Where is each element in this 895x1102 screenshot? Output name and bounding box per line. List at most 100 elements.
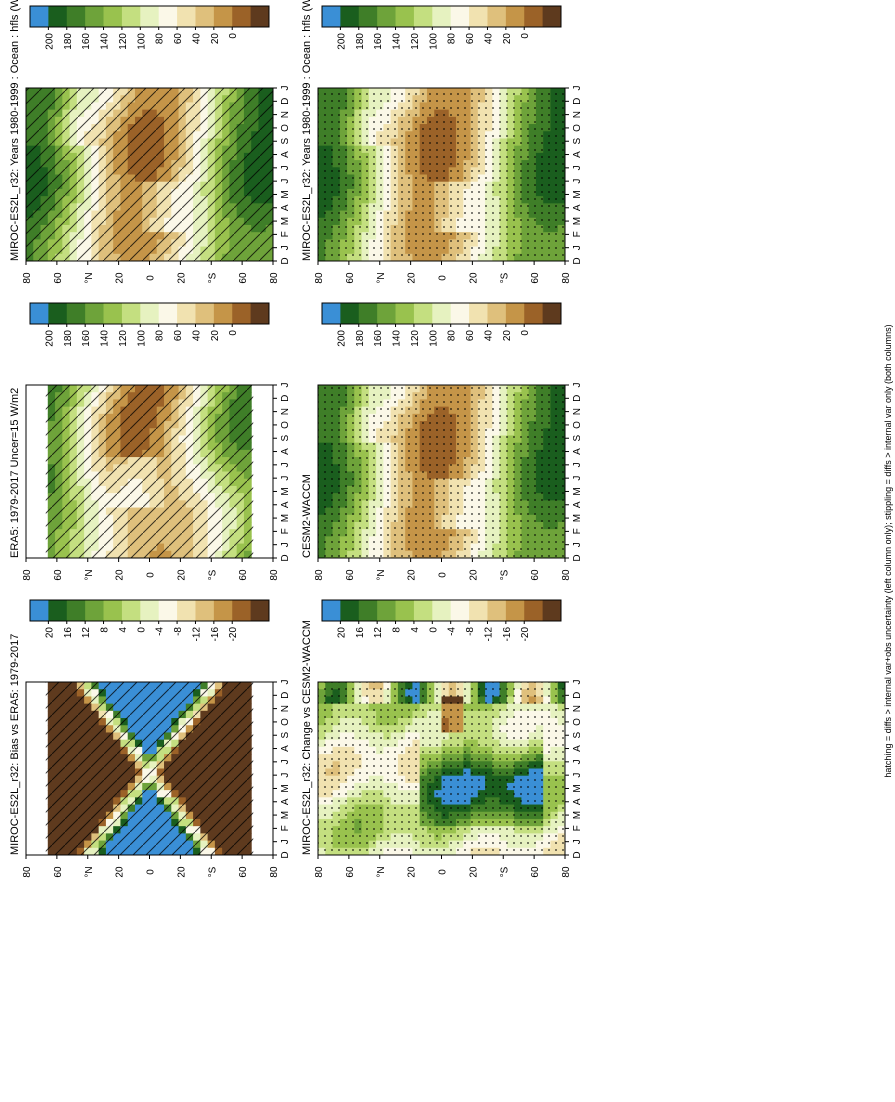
month-tick-label: D (280, 257, 291, 264)
latitude-tick-label: 20 (176, 272, 187, 284)
panel-title: MIROC-ES2L_r32: Years 1980-1999 : Ocean … (9, 0, 21, 261)
month-tick-label: J (280, 680, 291, 685)
colorbar-label: 140 (100, 330, 111, 347)
colorbar-label: 200 (44, 33, 55, 50)
month-tick-label: J (280, 462, 291, 467)
month-tick-label: A (280, 501, 291, 508)
colorbar-label: 16 (63, 627, 74, 639)
month-tick-label: D (280, 851, 291, 858)
month-tick-label: J (572, 462, 583, 467)
colorbar-label: -8 (173, 627, 184, 636)
colorbar-label: 200 (336, 330, 347, 347)
colorbar-label: 100 (136, 330, 147, 347)
colorbar-label: 80 (155, 330, 166, 342)
colorbar-label: -12 (483, 627, 494, 642)
latitude-tick-label: 80 (561, 569, 572, 581)
latitude-tick-label: 80 (561, 272, 572, 284)
latitude-tick-label: °N (376, 569, 387, 580)
colorbar: 200 180 160 140 120 100 80 60 40 20 0 (321, 302, 562, 347)
month-tick-label: D (572, 851, 583, 858)
latitude-tick-label: °S (499, 866, 510, 877)
stippling-overlay (318, 682, 565, 855)
colorbar-label: 180 (63, 330, 74, 347)
colorbar-label: 0 (136, 627, 147, 633)
latitude-tick-label: 80 (22, 866, 33, 878)
latitude-tick-label: 60 (238, 272, 249, 284)
colorbar-label: 60 (173, 330, 184, 342)
month-tick-label: A (280, 798, 291, 805)
latitude-tick-label: °S (499, 272, 510, 283)
latitude-tick-label: 20 (407, 569, 418, 581)
month-tick-label: A (280, 448, 291, 455)
colorbar-label: 120 (410, 330, 421, 347)
latitude-tick-label: °S (207, 866, 218, 877)
month-tick-label: F (572, 528, 583, 534)
colorbar-label: -4 (447, 627, 458, 636)
latitude-tick-label: 20 (468, 272, 479, 284)
colorbar-label: 200 (336, 33, 347, 50)
month-tick-label: M (572, 811, 583, 819)
colorbar-label: -16 (502, 627, 513, 642)
month-tick-label: J (572, 839, 583, 844)
latitude-tick-label: °N (84, 866, 95, 877)
colorbar-label: 0 (228, 33, 239, 39)
colorbar-label: 60 (465, 330, 476, 342)
month-tick-label: M (572, 784, 583, 792)
latitude-tick-label: °S (499, 569, 510, 580)
latitude-tick-label: °N (84, 272, 95, 283)
latitude-tick-label: 0 (146, 869, 157, 875)
colorbar-label: 12 (81, 627, 92, 639)
month-tick-label: D (572, 692, 583, 699)
month-tick-label: M (280, 487, 291, 495)
stippling-overlay (318, 88, 565, 261)
hatching-overlay (45, 385, 254, 558)
month-tick-label: F (572, 231, 583, 237)
month-tick-label: J (280, 839, 291, 844)
latitude-tick-label: 60 (530, 272, 541, 284)
latitude-tick-label: 80 (22, 272, 33, 284)
latitude-tick-label: 20 (407, 866, 418, 878)
colorbar-label: -12 (191, 627, 202, 642)
month-tick-label: J (280, 86, 291, 91)
colorbar-label: 60 (173, 33, 184, 45)
colorbar-label: 40 (191, 33, 202, 45)
month-tick-label: A (280, 745, 291, 752)
month-tick-label: J (572, 165, 583, 170)
panel-title: CESM2-WACCM (301, 474, 313, 558)
colorbar-label: 180 (355, 33, 366, 50)
panel-title: MIROC-ES2L_r32: Bias vs ERA5: 1979-2017 (9, 634, 21, 855)
latitude-tick-label: 0 (438, 275, 449, 281)
month-tick-label: D (280, 395, 291, 402)
panel-title: MIROC-ES2L_r32: Years 1980-1999 : Ocean … (301, 0, 313, 261)
colorbar-label: 180 (355, 330, 366, 347)
hatching-overlay (26, 88, 273, 261)
latitude-tick-label: °N (376, 272, 387, 283)
month-tick-label: O (280, 421, 291, 429)
month-tick-label: N (572, 111, 583, 118)
colorbar-label: 20 (502, 330, 513, 342)
panel-title: MIROC-ES2L_r32: Change vs CESM2-WACCM (301, 620, 313, 855)
latitude-tick-label: 60 (238, 866, 249, 878)
colorbar-label: 40 (191, 330, 202, 342)
month-tick-label: O (280, 718, 291, 726)
month-tick-label: N (572, 705, 583, 712)
panel-title: ERA5: 1979-2017 Uncer=15 W/m2 (9, 388, 21, 558)
colorbar-label: 120 (118, 330, 129, 347)
latitude-tick-label: °N (84, 569, 95, 580)
month-tick-label: M (280, 190, 291, 198)
colorbar: 20 16 12 8 4 0 -4 -8 -12 -16 -20 (321, 599, 562, 642)
colorbar-label: 140 (100, 33, 111, 50)
month-tick-label: J (572, 245, 583, 250)
month-tick-label: S (572, 138, 583, 145)
latitude-tick-label: °S (207, 272, 218, 283)
colorbar-label: 120 (118, 33, 129, 50)
month-tick-label: J (280, 165, 291, 170)
colorbar-label: 0 (228, 330, 239, 336)
month-tick-label: F (280, 528, 291, 534)
latitude-tick-label: 60 (530, 866, 541, 878)
colorbar-label: 80 (155, 33, 166, 45)
latitude-tick-label: 0 (146, 572, 157, 578)
